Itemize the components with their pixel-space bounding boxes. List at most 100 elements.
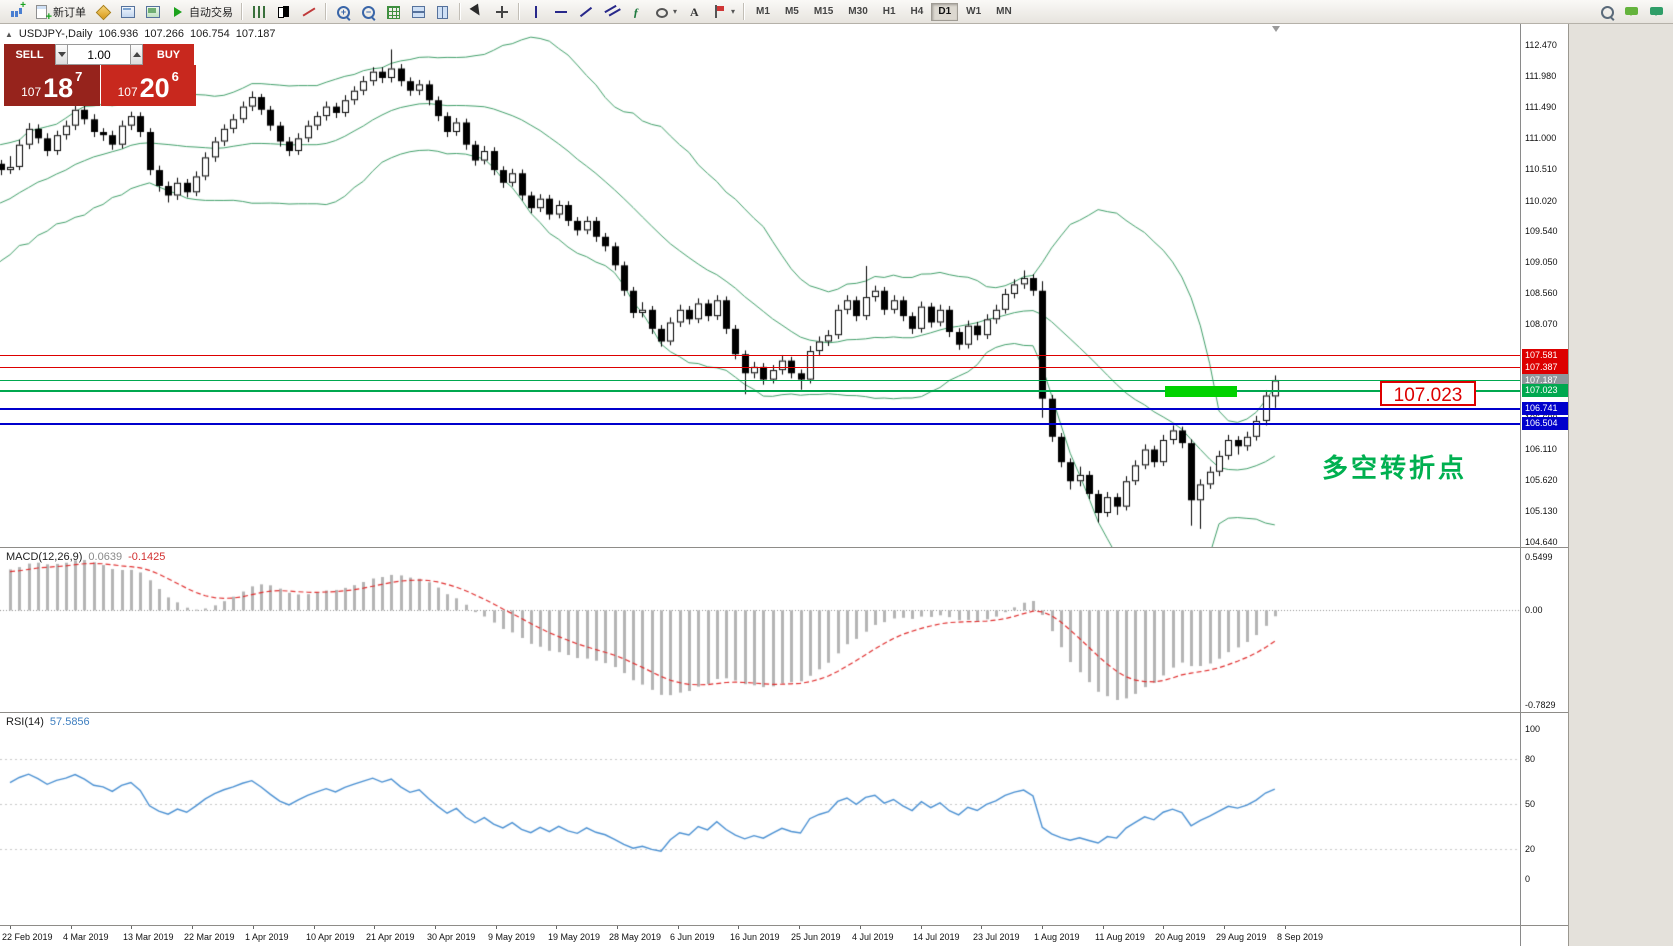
timeframe-m15-button[interactable]: M15 (807, 3, 840, 21)
sell-price-quote[interactable]: 107 18 7 (4, 65, 100, 106)
price-chart-canvas[interactable] (0, 24, 1520, 547)
date-axis[interactable]: 22 Feb 2019 4 Mar 2019 13 Mar 2019 22 Mar 2… (0, 925, 1520, 946)
horizontal-line-106.504[interactable] (0, 422, 1520, 425)
grid-button[interactable] (381, 2, 405, 22)
date-tick (1103, 925, 1104, 929)
volume-input[interactable] (68, 44, 130, 65)
highlight-rectangle[interactable] (1165, 385, 1237, 397)
terminal-window-icon (145, 4, 161, 20)
timeframe-w1-button[interactable]: W1 (959, 3, 988, 21)
workspace-background (1568, 24, 1673, 946)
candle-chart-mode-button[interactable] (272, 2, 296, 22)
toolbar-separator (743, 3, 745, 20)
chart-shift-marker[interactable] (1272, 26, 1280, 36)
horizontal-line-107.187[interactable] (0, 379, 1520, 381)
new-chart-button[interactable] (5, 1, 29, 22)
macd-axis-zero: 0.00 (1525, 605, 1543, 616)
vertical-line-tool-button[interactable] (524, 2, 548, 22)
zoom-in-button[interactable] (331, 2, 355, 22)
triangle-down-icon (57, 52, 66, 61)
rsi-axis-0: 0 (1525, 874, 1531, 884)
volume-increase-button[interactable] (130, 44, 143, 65)
new-order-label: 新订单 (53, 6, 86, 19)
shapes-tool-button[interactable]: ▾ (649, 2, 681, 22)
chat-button[interactable] (1620, 2, 1644, 22)
zoom-out-button[interactable] (356, 2, 380, 22)
timeframe-m5-button[interactable]: M5 (778, 3, 806, 21)
sell-price-point: 7 (75, 69, 83, 84)
timeframe-d1-button[interactable]: D1 (931, 2, 959, 21)
new-chart-icon (9, 1, 26, 20)
market-watch-button[interactable] (116, 2, 140, 22)
sell-price-pips: 18 (43, 73, 74, 103)
timeframe-m1-button[interactable]: M1 (749, 3, 777, 21)
community-icon (1649, 4, 1665, 20)
price-tag-107.187: 107.187 (1522, 373, 1568, 387)
crosshair-button[interactable] (490, 2, 514, 22)
timeframe-h4-button[interactable]: H4 (904, 3, 931, 21)
date-label: 4 Jul 2019 (852, 932, 894, 942)
timeframe-mn-button[interactable]: MN (989, 3, 1019, 21)
line-chart-mode-button[interactable] (297, 2, 321, 22)
rsi-canvas[interactable] (0, 713, 1520, 925)
date-tick (556, 925, 557, 929)
grid-icon (385, 4, 401, 20)
date-label: 14 Jul 2019 (913, 932, 960, 942)
tile-windows-button[interactable] (406, 2, 430, 22)
profiles-button[interactable] (91, 2, 115, 22)
horizontal-line-107.387[interactable] (0, 367, 1520, 369)
macd-axis-min: -0.7829 (1525, 700, 1556, 710)
cursor-button[interactable] (465, 2, 489, 22)
buy-price-quote[interactable]: 107 20 6 (100, 65, 196, 106)
community-button[interactable] (1645, 2, 1669, 22)
chart-title: USDJPY-,Daily (18, 28, 93, 40)
horizontal-line-tool-button[interactable] (549, 2, 573, 22)
turning-point-note[interactable]: 多空转折点 (1322, 453, 1468, 483)
panel-separator-rsi[interactable] (0, 712, 1568, 713)
price-tick-108.070: 108.070 (1525, 319, 1558, 330)
toolbar-separator (459, 3, 460, 20)
date-tick (71, 925, 72, 929)
channel-tool-button[interactable] (599, 2, 623, 22)
vertical-line-tool-icon (528, 4, 544, 20)
bar-chart-mode-button[interactable] (247, 2, 271, 22)
auto-trading-label: 自动交易 (189, 6, 233, 19)
panel-separator-macd[interactable] (0, 547, 1568, 548)
text-tool-button[interactable] (682, 2, 706, 22)
arrange-windows-button[interactable] (431, 2, 455, 22)
horizontal-line-107.581[interactable] (0, 354, 1520, 356)
date-label: 11 Aug 2019 (1095, 932, 1145, 942)
trendline-tool-icon (578, 4, 594, 20)
horizontal-line-106.741[interactable] (0, 407, 1520, 410)
price-tag-107.023: 107.023 (1522, 384, 1568, 398)
new-order-button[interactable]: 新订单 (30, 2, 90, 23)
auto-trading-button[interactable]: 自动交易 (166, 2, 237, 22)
chart-objects-layer (0, 24, 1520, 547)
date-label: 10 Apr 2019 (306, 932, 355, 942)
sell-button[interactable]: SELL (4, 44, 55, 65)
price-tag-107.387: 107.387 (1522, 361, 1568, 375)
macd-value-signal: -0.1425 (128, 551, 166, 563)
timeframe-m30-button[interactable]: M30 (841, 3, 874, 21)
terminal-window-button[interactable] (141, 2, 165, 22)
toolbar-separator (241, 3, 242, 20)
volume-decrease-button[interactable] (55, 44, 68, 65)
price-axis[interactable]: 112.470 111.980 111.490 111.000 110.510 110.0… (1520, 24, 1568, 946)
macd-canvas[interactable] (0, 548, 1520, 712)
timeframe-h1-button[interactable]: H1 (876, 3, 903, 21)
buy-button[interactable]: BUY (143, 44, 194, 65)
arrow-tool-button[interactable]: ▾ (707, 2, 739, 22)
one-click-collapse-icon[interactable]: ▲ (5, 29, 13, 39)
search-button[interactable] (1595, 2, 1619, 22)
search-icon (1599, 4, 1615, 20)
date-label: 1 Apr 2019 (245, 932, 289, 942)
price-tick-104.640: 104.640 (1525, 537, 1558, 548)
price-tick-110.020: 110.020 (1525, 195, 1557, 206)
horizontal-line-107.023[interactable] (0, 389, 1520, 392)
crosshair-icon (494, 4, 510, 20)
price-callout-label[interactable]: 107.023 (1380, 381, 1476, 406)
trendline-tool-button[interactable] (574, 2, 598, 22)
fibonacci-tool-button[interactable] (624, 2, 648, 22)
date-label: 21 Apr 2019 (366, 932, 415, 942)
